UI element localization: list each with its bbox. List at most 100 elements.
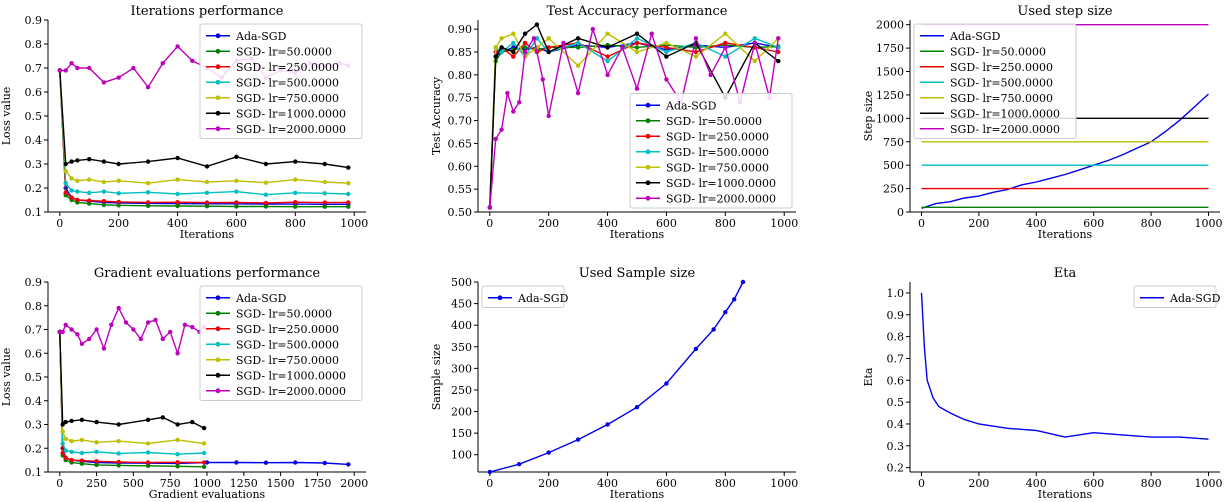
data-point [101, 199, 107, 204]
data-point [79, 437, 85, 443]
data-point [94, 419, 99, 425]
data-point [63, 448, 68, 453]
data-point [131, 65, 136, 71]
x-tick-label: 800 [715, 477, 736, 490]
data-point [346, 191, 351, 197]
legend-label: SGD- lr=250.0000 [950, 61, 1053, 74]
data-point [116, 463, 121, 468]
data-point [116, 199, 121, 205]
legend-label: Ada-SGD [949, 30, 1001, 43]
data-point [145, 200, 151, 205]
legend: Ada-SGD SGD- lr=50.0000 SGD- lr=250.0000 SG… [913, 23, 1077, 139]
data-point [94, 449, 99, 454]
data-point [620, 45, 625, 50]
legend-marker [645, 149, 651, 155]
data-point [234, 178, 239, 183]
data-point [145, 460, 151, 465]
y-tick-label: 750 [883, 136, 904, 149]
x-tick-label: 2000 [340, 477, 368, 490]
legend: Ada-SGD [481, 285, 569, 308]
data-point [499, 49, 504, 55]
data-point [752, 36, 757, 41]
data-point [204, 204, 210, 209]
y-tick-label: 200 [451, 406, 472, 419]
y-tick-label: 500 [451, 276, 472, 289]
data-point [79, 461, 85, 466]
data-point [293, 204, 298, 209]
y-tick-label: 500 [883, 159, 904, 172]
data-point [153, 317, 158, 323]
data-point [63, 455, 68, 460]
data-point [116, 191, 121, 196]
data-point [87, 198, 92, 203]
data-point [234, 460, 239, 465]
data-point [87, 157, 92, 162]
data-point [346, 181, 351, 186]
data-point [175, 44, 180, 49]
data-point [87, 201, 92, 206]
y-axis-label: Eta [862, 367, 875, 386]
chart-title: Gradient evaluations performance [94, 266, 321, 281]
data-point [123, 320, 129, 325]
data-point [63, 190, 68, 195]
y-tick-label: 0.65 [448, 137, 473, 150]
legend-label: SGD- lr=2000.0000 [236, 385, 346, 398]
data-point [634, 49, 640, 55]
y-axis-label: Step size [862, 91, 875, 141]
y-tick-label: 100 [451, 449, 472, 462]
data-point [87, 190, 92, 195]
data-point [204, 164, 210, 169]
data-point [234, 189, 239, 194]
x-tick-label: 1000 [770, 217, 798, 230]
data-point [346, 200, 351, 205]
y-tick-label: 0.6 [887, 374, 905, 387]
legend-label: SGD- lr=750.0000 [950, 92, 1053, 105]
data-point [234, 204, 239, 209]
x-tick-label: 1000 [770, 477, 798, 490]
data-point [546, 36, 551, 41]
y-tick-label: 0.2 [887, 462, 905, 475]
data-point [175, 437, 180, 443]
data-point [160, 415, 165, 420]
data-point [57, 68, 62, 73]
y-tick-label: 0.9 [887, 309, 905, 322]
data-point [116, 203, 121, 208]
y-tick-label: 0.4 [25, 395, 43, 408]
y-tick-label: 0.1 [25, 466, 43, 479]
data-point [522, 45, 528, 50]
y-tick-label: 1.0 [887, 287, 905, 300]
data-point [69, 327, 74, 332]
data-point [693, 54, 699, 59]
y-tick-label: 0.3 [887, 440, 905, 453]
data-point [75, 178, 80, 183]
data-point [511, 109, 516, 114]
legend-label: Ada-SGD [517, 292, 569, 305]
x-tick-label: 400 [597, 477, 618, 490]
y-tick-label: 0.8 [25, 38, 43, 51]
data-point [145, 159, 151, 164]
data-point [160, 336, 165, 342]
data-point [160, 61, 165, 66]
data-point [723, 40, 728, 46]
data-point [116, 305, 121, 311]
y-tick-label: 0 [897, 206, 904, 219]
x-tick-label: 400 [1026, 477, 1047, 490]
data-point [75, 65, 80, 71]
data-point [575, 40, 581, 46]
y-tick-label: 400 [451, 319, 472, 332]
data-point [190, 324, 195, 330]
data-point [522, 31, 528, 36]
data-point [575, 90, 581, 96]
legend-label: SGD- lr=750.0000 [236, 354, 339, 367]
data-point [116, 178, 121, 183]
y-tick-label: 1000 [876, 112, 904, 125]
legend-label: SGD- lr=500.0000 [236, 76, 339, 89]
data-point [723, 310, 728, 315]
legend-marker [215, 372, 221, 378]
legend-label: SGD- lr=250.0000 [236, 61, 339, 74]
x-tick-label: 200 [968, 477, 989, 490]
y-tick-label: 0.6 [25, 86, 43, 99]
data-point [204, 200, 210, 205]
data-point [293, 177, 298, 182]
y-tick-label: 0.75 [448, 92, 473, 105]
